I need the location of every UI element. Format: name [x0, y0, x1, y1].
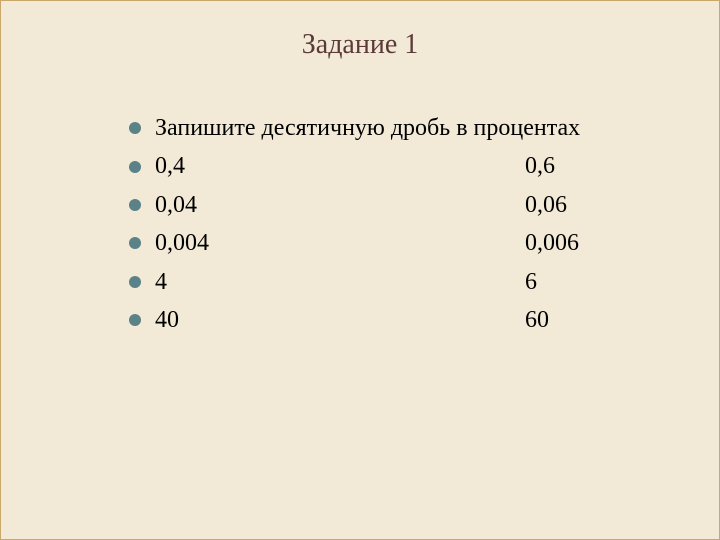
list-item: 0,004 0,006 — [129, 224, 719, 262]
value-right: 6 — [525, 263, 719, 301]
slide-title: Задание 1 — [1, 29, 719, 61]
list-item: 0,04 0,06 — [129, 186, 719, 224]
value-right: 0,6 — [525, 147, 719, 185]
value-left: 0,004 — [155, 224, 525, 262]
value-right: 0,06 — [525, 186, 719, 224]
slide-content: Запишите десятичную дробь в процентах 0,… — [129, 109, 719, 339]
value-left: 0,4 — [155, 147, 525, 185]
value-right: 0,006 — [525, 224, 719, 262]
bullet-icon — [129, 122, 141, 134]
bullet-icon — [129, 237, 141, 249]
list-item: 0,4 0,6 — [129, 147, 719, 185]
instruction-text: Запишите десятичную дробь в процентах — [155, 109, 580, 147]
value-right: 60 — [525, 301, 719, 339]
bullet-icon — [129, 314, 141, 326]
list-item: 4 6 — [129, 263, 719, 301]
bullet-icon — [129, 276, 141, 288]
instruction-row: Запишите десятичную дробь в процентах — [129, 109, 719, 147]
list-item: 40 60 — [129, 301, 719, 339]
value-left: 0,04 — [155, 186, 525, 224]
bullet-icon — [129, 161, 141, 173]
bullet-icon — [129, 199, 141, 211]
value-left: 40 — [155, 301, 525, 339]
value-left: 4 — [155, 263, 525, 301]
